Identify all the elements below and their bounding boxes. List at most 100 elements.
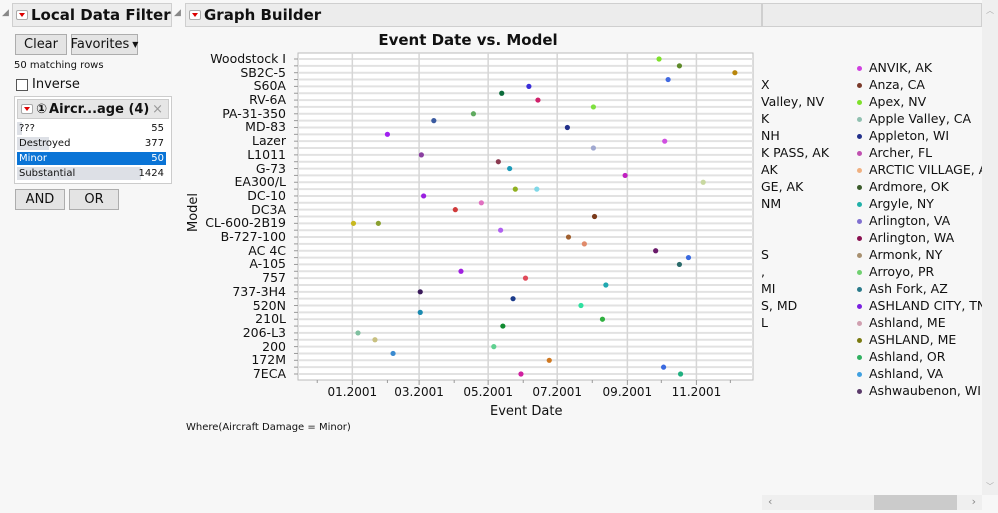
data-point	[565, 234, 572, 240]
legend-item-clipped: S	[761, 247, 769, 262]
scroll-up-icon[interactable]: ︿	[986, 6, 994, 15]
legend-item[interactable]: ASHLAND CITY, TN	[857, 297, 986, 314]
inverse-label: Inverse	[32, 77, 80, 92]
data-point	[384, 131, 391, 137]
favorites-label: Favorites	[70, 37, 130, 52]
legend-item[interactable]: Anza, CA	[857, 76, 925, 93]
legend-item[interactable]: Ashwaubenon, WI	[857, 382, 981, 399]
data-point	[458, 268, 464, 274]
y-tick-label: PA-31-350	[222, 105, 286, 121]
legend-item[interactable]: Armonk, NY	[857, 246, 942, 263]
level-label: ???	[19, 123, 35, 134]
level-label: Destroyed	[19, 138, 71, 149]
data-point	[417, 289, 423, 295]
legend-label: Ashland, ME	[869, 315, 946, 330]
inverse-checkbox[interactable]	[16, 79, 28, 91]
graph-collapse-icon[interactable]: ◢	[174, 8, 181, 18]
data-point	[591, 213, 598, 220]
and-button[interactable]: AND	[15, 189, 65, 210]
filter-level-row[interactable]: Substantial 1424	[17, 167, 166, 180]
legend-item[interactable]: ASHLAND, ME	[857, 331, 956, 348]
legend-item[interactable]: Apex, NV	[857, 93, 926, 110]
legend-item[interactable]: Argyle, NY	[857, 195, 934, 212]
level-count: 55	[151, 123, 164, 134]
y-tick-label: 757	[262, 270, 286, 286]
scroll-right-icon[interactable]: ›	[971, 495, 976, 508]
header-extension	[762, 3, 982, 27]
data-point	[590, 104, 597, 110]
data-point	[372, 337, 378, 343]
legend-item[interactable]: Arlington, WA	[857, 229, 954, 246]
legend-item-clipped: AK	[761, 162, 778, 177]
favorites-button[interactable]: Favorites ▼	[71, 34, 138, 55]
legend-item-clipped: GE, AK	[761, 179, 804, 194]
column-filter-header: ① Aircr...age (4) ×	[17, 99, 169, 119]
legend-item[interactable]: Ash Fork, AZ	[857, 280, 948, 297]
legend-item[interactable]: Archer, FL	[857, 144, 932, 161]
scroll-thumb[interactable]	[874, 495, 957, 510]
y-tick-label: EA300/L	[234, 174, 286, 190]
matching-rows: 50 matching rows	[14, 60, 104, 71]
data-point	[518, 371, 524, 377]
data-point	[500, 323, 506, 329]
legend-item-clipped: L	[761, 315, 768, 330]
legend-marker-icon	[857, 321, 862, 326]
legend-label: Argyle, NY	[869, 196, 934, 211]
legend-item[interactable]: Arroyo, PR	[857, 263, 934, 280]
level-count-bar	[17, 122, 22, 135]
legend-label: Anza, CA	[869, 77, 925, 92]
data-point	[499, 90, 505, 96]
level-label: Substantial	[19, 168, 76, 179]
data-point	[653, 248, 659, 254]
dropdown-arrow-icon: ▼	[132, 40, 139, 49]
legend-label: Archer, FL	[869, 145, 933, 160]
scroll-left-icon[interactable]: ‹	[768, 495, 773, 508]
legend-item[interactable]: Ashland, OR	[857, 348, 945, 365]
filter-level-row[interactable]: ??? 55	[17, 122, 166, 135]
graph-builder-header: Graph Builder	[185, 3, 762, 27]
data-point	[534, 186, 540, 192]
vertical-scrollbar[interactable]: ︿ ﹀	[982, 0, 998, 495]
filter-level-row[interactable]: Destroyed 377	[17, 137, 166, 150]
legend-label: ANVIK, AK	[869, 60, 933, 75]
scroll-down-icon[interactable]: ﹀	[986, 482, 994, 491]
filter-menu-icon[interactable]	[16, 10, 28, 20]
clear-button[interactable]: Clear	[15, 34, 67, 55]
data-point	[526, 83, 532, 89]
legend-item[interactable]: ANVIK, AK	[857, 59, 932, 76]
filter-collapse-icon[interactable]: ◢	[2, 8, 9, 18]
data-point	[599, 316, 606, 322]
data-point	[662, 138, 668, 144]
data-point	[431, 118, 437, 124]
y-tick-label: 737-3H4	[232, 283, 286, 299]
legend-marker-icon	[857, 83, 862, 88]
filter-level-row[interactable]: Minor 50	[17, 152, 166, 165]
data-point	[603, 282, 609, 288]
filter-title: Local Data Filter	[31, 6, 171, 24]
graph-menu-icon[interactable]	[189, 10, 201, 20]
legend-item[interactable]: Ashland, ME	[857, 314, 946, 331]
horizontal-scrollbar[interactable]: ‹ ›	[762, 495, 982, 510]
legend-label: Ashland, VA	[869, 366, 944, 381]
data-point	[656, 56, 662, 62]
y-tick-label: 200	[262, 338, 286, 354]
legend-item[interactable]: Appleton, WI	[857, 127, 949, 144]
legend-item[interactable]: Apple Valley, CA	[857, 110, 971, 127]
data-point	[660, 364, 667, 370]
legend-item[interactable]: ARCTIC VILLAGE, A	[857, 161, 987, 178]
legend-item[interactable]: Ashland, VA	[857, 365, 943, 382]
data-point	[350, 220, 357, 226]
legend-item-clipped: X	[761, 77, 770, 92]
data-point	[522, 275, 529, 281]
legend-item[interactable]: Ardmore, OK	[857, 178, 949, 195]
y-tick-label: A-105	[249, 256, 286, 272]
close-icon[interactable]: ×	[152, 101, 163, 117]
legend-label: ARCTIC VILLAGE, A	[869, 162, 988, 177]
column-menu-icon[interactable]	[21, 104, 33, 114]
legend-item[interactable]: Arlington, VA	[857, 212, 950, 229]
legend-label: ASHLAND CITY, TN	[869, 298, 987, 313]
legend-item-clipped: S, MD	[761, 298, 798, 313]
legend-label: Armonk, NY	[869, 247, 943, 262]
or-button[interactable]: OR	[69, 189, 119, 210]
data-point	[470, 111, 477, 117]
